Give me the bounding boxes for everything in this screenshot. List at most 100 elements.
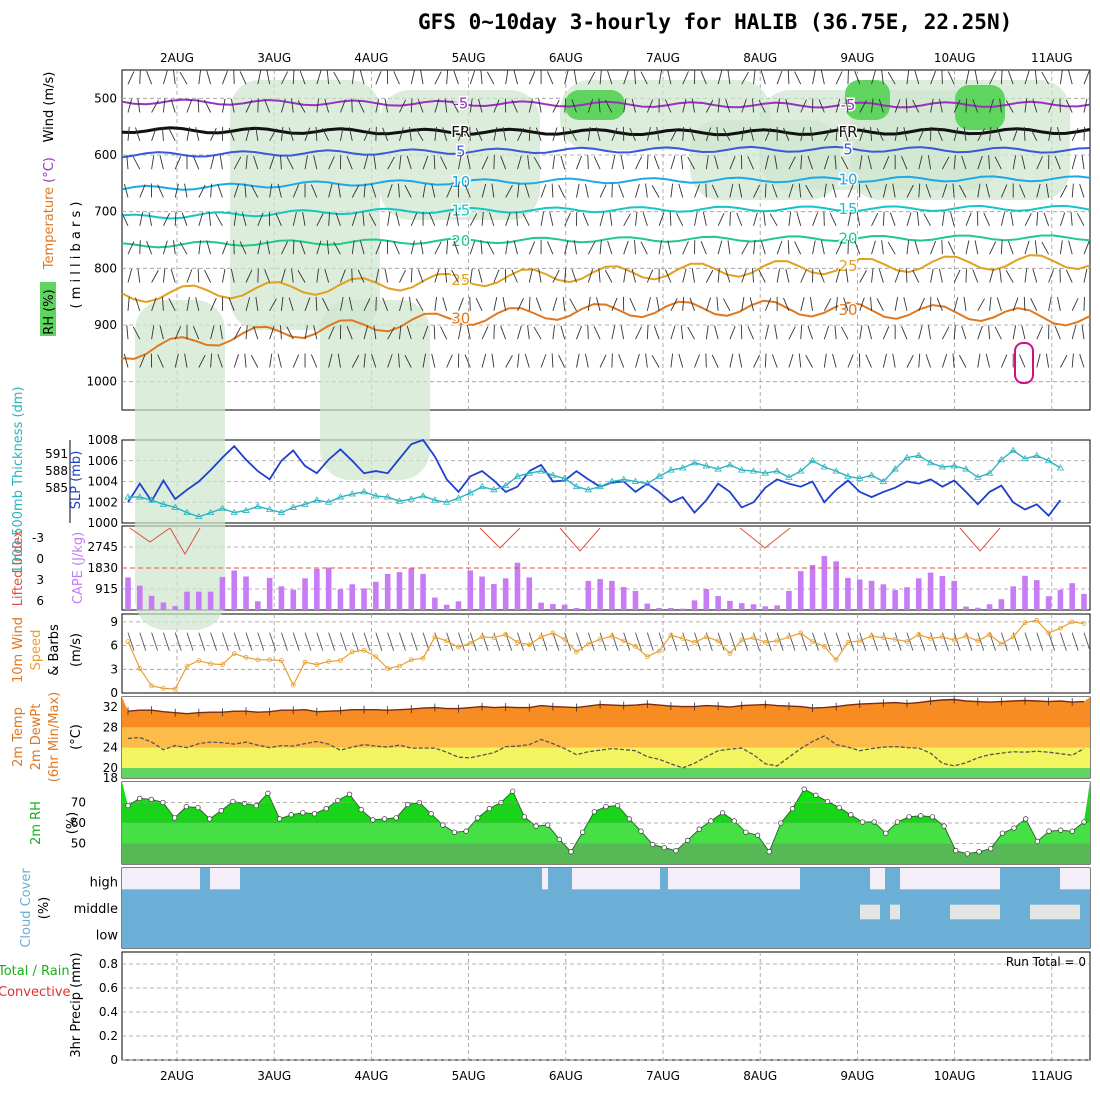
wind-barb [1000,70,1003,85]
wind-speed-point [172,686,178,692]
thickness-marker [962,465,970,472]
wind-barb [257,70,262,85]
y-tick-rh: 60 [71,816,86,830]
y-tick-wind: 3 [110,662,118,676]
wind-barb [669,211,672,226]
y-tick-thickness: 585 [45,481,68,495]
wind-barb [887,241,896,255]
cape-bar [361,588,367,610]
wind-barb-10m [788,632,796,651]
wind-barb [132,326,141,340]
wind-barb [186,126,190,141]
wind-speed-point [149,683,155,689]
wind-barb [444,98,448,113]
wind-barb [936,297,943,312]
wind-barb [489,212,495,226]
thickness-marker [549,471,557,478]
wind-barb-10m [493,632,501,651]
thickness-marker [808,456,817,464]
wind-speed-point [857,638,863,644]
cape-bar [620,587,627,610]
wind-barb [250,354,259,368]
wind-barb [168,298,176,312]
wind-barb [363,155,369,170]
wind-barb-10m [599,632,607,651]
wind-barb [551,353,554,368]
wind-barb [184,353,188,368]
thickness-marker [820,463,829,470]
wind-speed-point [1010,634,1016,640]
y-tick-li: 0 [36,552,44,566]
wind-barb [469,240,476,255]
wind-barb [769,213,778,227]
wind-barb [727,70,731,85]
wind-barb [694,212,698,226]
wind-barb [691,268,695,283]
li-line [739,527,791,549]
wind-barb [694,354,700,368]
x-tick-top: 3AUG [257,51,291,65]
wind-barb [387,184,393,198]
cape-bar [1033,580,1040,610]
slp-line [127,438,1062,518]
rh-point [801,786,807,792]
thickness-marker [714,465,722,472]
wind-barb [146,70,153,85]
wind-barb [399,325,402,340]
wind-barb [446,212,451,226]
wind-barb [434,98,440,113]
wind-barb [599,184,607,198]
wind-speed-point [609,633,615,639]
rh-point [137,795,143,802]
wind-barb [894,269,901,283]
cape-bar [160,602,167,610]
wind-barb [173,240,176,255]
cape-bar [479,576,485,610]
wind-barb [776,240,783,255]
wind-barb [157,354,164,368]
thickness-marker [832,467,840,474]
wind-barb [760,240,766,255]
y-tick-pressure: 900 [94,318,117,332]
wind-barb [1012,127,1019,141]
wind-barb [422,353,426,368]
wind-speed-point [880,635,886,641]
wind-barb [528,126,531,141]
wind-barb [834,155,837,170]
cape-bar [243,576,249,610]
wind-barb [184,183,188,198]
wind-barb [174,211,177,226]
wind-barb [266,70,271,85]
wind-barb [918,297,925,312]
rh-point [929,814,936,820]
rh-point [1058,827,1064,833]
wind-barb [584,353,589,368]
wind-barb [571,269,577,283]
rh-point [964,851,971,857]
cloud-high-gap [122,868,200,890]
rh-shade-region [380,90,540,220]
wind-barb [491,183,495,198]
wind-barb [505,355,513,368]
wind-barb [210,297,217,312]
wind-barb [593,156,601,170]
cloud-high-gap [542,868,548,890]
wind-barb [558,184,566,198]
wind-barb [687,156,695,170]
wind-barb-10m [363,632,371,651]
wind-barb [871,70,876,85]
wind-barb [807,155,813,170]
wind-barb [930,70,937,85]
cape-bar [337,589,344,610]
wind-barb [764,155,769,170]
cape-bar [502,578,509,610]
wind-barb [500,325,507,340]
thickness-marker [1056,464,1065,471]
wind-barb [446,184,453,198]
wind-barb [604,269,613,283]
wind-barb [716,126,719,141]
wind-barb [587,71,596,85]
rh-point [510,788,516,794]
wind-barb [753,240,756,255]
wind-barb [820,70,825,85]
